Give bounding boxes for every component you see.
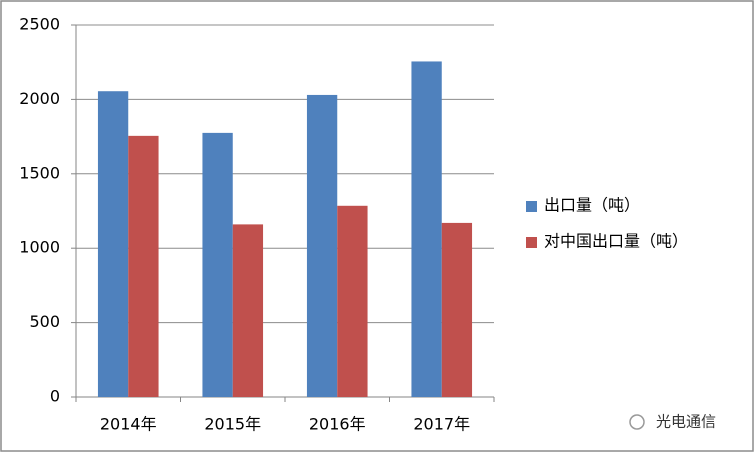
x-tick-label: 2016年 [309, 415, 366, 434]
x-tick-label: 2017年 [413, 415, 470, 434]
bar [441, 222, 473, 397]
y-tick-label: 2500 [19, 15, 60, 34]
watermark: 光电通信 [629, 413, 716, 431]
y-tick-label: 2000 [19, 89, 60, 108]
bar [337, 205, 368, 397]
x-tick-label: 2015年 [204, 415, 261, 434]
legend-label: 对中国出口量（吨） [544, 232, 688, 251]
y-tick-label: 500 [29, 312, 60, 331]
bar [202, 132, 233, 397]
bar [232, 224, 264, 397]
bar [411, 61, 442, 398]
bar [97, 91, 129, 397]
bar [128, 135, 159, 397]
y-tick-label: 0 [50, 387, 60, 406]
watermark-text: 光电通信 [656, 413, 716, 431]
y-tick-label: 1000 [19, 238, 60, 257]
x-tick-label: 2014年 [100, 415, 157, 434]
legend-marker [526, 201, 537, 212]
legend-label: 出口量（吨） [544, 196, 640, 215]
watermark-icon [629, 414, 645, 430]
legend-marker [526, 237, 537, 248]
y-tick-label: 1500 [19, 163, 60, 182]
bar [306, 94, 338, 397]
